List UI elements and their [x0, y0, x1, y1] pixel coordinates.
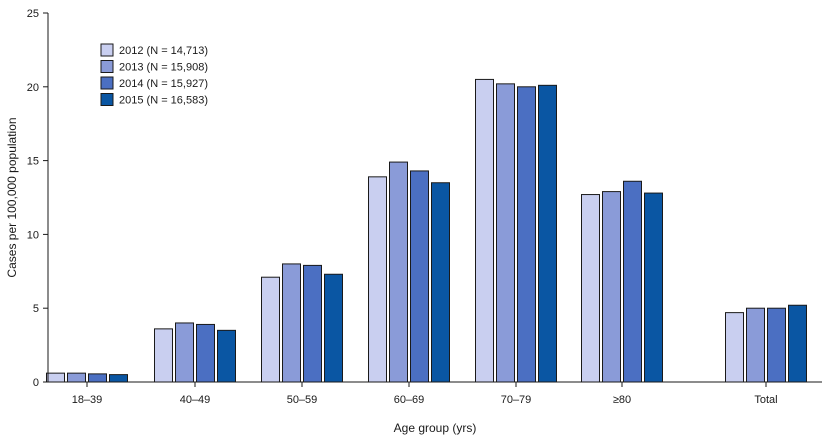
- x-tick-label: 70–79: [501, 394, 532, 406]
- bar: [410, 170, 429, 383]
- legend-swatch: [100, 93, 114, 106]
- bar: [261, 276, 280, 383]
- bar-group: [46, 78, 807, 383]
- bar: [109, 374, 128, 383]
- y-tick-label: 10: [27, 229, 39, 241]
- bar: [725, 312, 744, 383]
- legend-swatch: [100, 76, 114, 90]
- bar: [196, 323, 215, 383]
- bar: [517, 86, 536, 383]
- legend-swatch: [100, 60, 114, 73]
- bar: [644, 192, 663, 383]
- bar: [623, 180, 642, 383]
- y-tick-label: 15: [27, 156, 39, 168]
- y-tick-label: 25: [27, 8, 39, 20]
- y-tick-label: 20: [27, 82, 39, 94]
- x-axis: 18–39 40–49 50–59 60–69 70–79 ≥80 Total: [48, 381, 822, 406]
- y-tick-label: 0: [33, 377, 39, 389]
- legend-label: 2013 (N = 15,908): [119, 62, 208, 74]
- bar: [431, 182, 450, 383]
- bar: [154, 328, 173, 383]
- bar: [767, 307, 786, 383]
- legend-label: 2015 (N = 16,583): [119, 95, 208, 107]
- bar: [282, 263, 301, 383]
- bar: [217, 329, 236, 383]
- legend-label: 2014 (N = 15,927): [119, 78, 208, 90]
- bar: [538, 84, 557, 383]
- chart-legend: 2012 (N = 14,713) 2013 (N = 15,908) 2014 (…: [100, 43, 208, 107]
- bar: [475, 78, 494, 383]
- bar: [602, 191, 621, 383]
- bar: [324, 273, 343, 383]
- bar: [581, 194, 600, 383]
- x-axis-title: Age group (yrs): [394, 421, 477, 435]
- y-axis-title: Cases per 100,000 population: [5, 117, 19, 277]
- bar: [746, 307, 765, 383]
- bar: [175, 322, 194, 383]
- bar: [368, 176, 387, 383]
- bar: [88, 373, 107, 383]
- x-tick-label: 18–39: [72, 394, 103, 406]
- bar: [67, 372, 86, 383]
- x-tick-label: ≥80: [613, 394, 631, 406]
- bar: [788, 304, 807, 383]
- y-axis: 0 5 10 15 20 25: [27, 8, 49, 389]
- bar: [496, 83, 515, 383]
- x-tick-label: 40–49: [180, 394, 211, 406]
- x-tick-label: Total: [754, 394, 777, 406]
- bar: [46, 372, 65, 383]
- bar: [389, 161, 408, 383]
- bar: [303, 264, 322, 383]
- legend-swatch: [100, 43, 114, 57]
- legend-label: 2012 (N = 14,713): [119, 45, 208, 57]
- x-tick-label: 60–69: [394, 394, 425, 406]
- y-tick-label: 5: [33, 303, 39, 315]
- x-tick-label: 50–59: [287, 394, 318, 406]
